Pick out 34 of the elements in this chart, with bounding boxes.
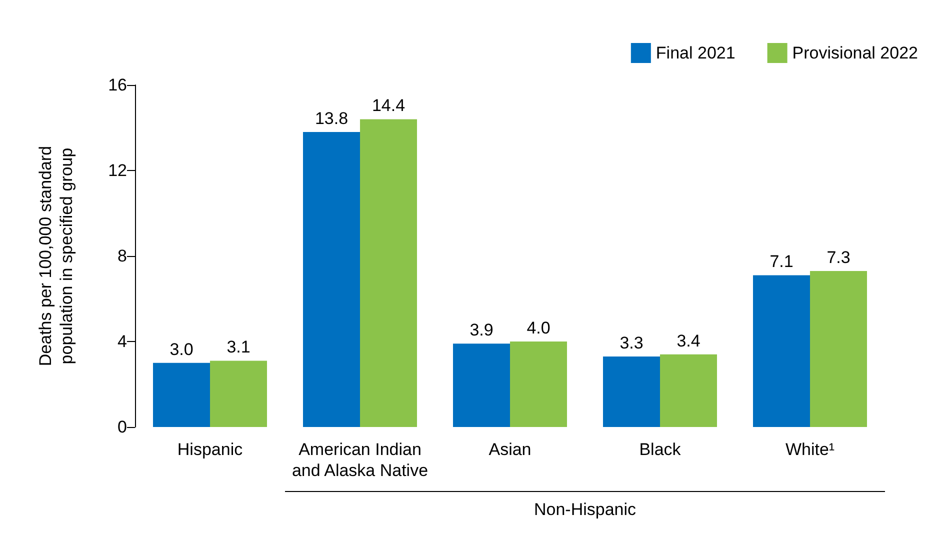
text: Non-Hispanic [534,500,636,520]
bar [360,119,417,427]
y-tick-label: 0 [118,418,127,436]
data-label: 4.0 [526,318,550,338]
data-label: 3.1 [226,338,250,357]
data-label: 3.4 [676,331,700,350]
y-tick-label: 12 [108,161,127,180]
bar [210,360,267,427]
data-label: 7.1 [770,252,794,272]
y-tick-label: 4 [118,332,127,351]
legend-label: Final 2021 [656,44,736,62]
x-tick-label: Black [639,440,682,459]
bar [153,362,210,427]
data-label: 3.0 [170,340,194,359]
y-axis-title: Deaths per 100,000 standard population in specified group [36,146,76,366]
x-tick-label: White¹ [785,440,835,459]
y-tick-label: 16 [108,76,127,94]
data-label: 3.9 [470,320,494,340]
data-label: 7.3 [826,248,850,267]
x-tick-label: Hispanic [177,440,244,459]
bar [753,275,810,427]
legend-label: Provisional 2022 [792,44,918,62]
bar [510,342,567,427]
data-label: 14.4 [372,96,406,116]
bar [660,354,717,427]
bar [303,132,360,427]
data-label: 3.3 [620,333,644,352]
data-label: 13.8 [314,109,348,128]
bar [453,344,510,427]
x-tick-label: American Indian and Alaska Native [292,440,428,480]
bar [810,270,867,427]
bar [603,356,660,427]
y-tick-label: 8 [118,246,127,266]
x-tick-label: Asian [488,440,532,459]
